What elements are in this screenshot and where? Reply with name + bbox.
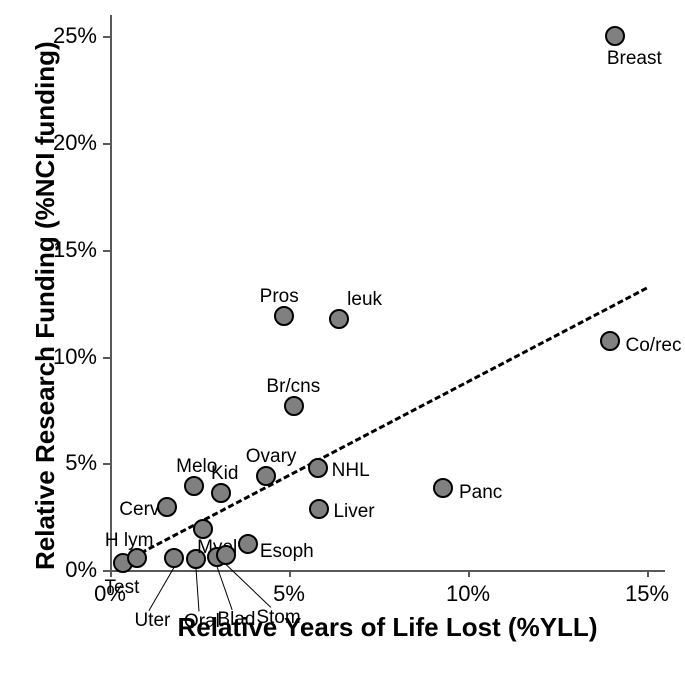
data-point	[309, 499, 329, 519]
y-tick	[103, 36, 110, 38]
callout-line	[149, 567, 175, 610]
data-point	[238, 534, 258, 554]
y-axis-line	[110, 15, 112, 570]
data-point	[164, 548, 184, 568]
data-point	[600, 331, 620, 351]
data-point-label: Pros	[260, 286, 299, 308]
x-tick	[289, 570, 291, 577]
data-point	[433, 478, 453, 498]
y-tick	[103, 250, 110, 252]
data-point-label: Cerv	[119, 499, 159, 521]
data-point-label: Br/cns	[266, 376, 320, 398]
callout-line	[217, 567, 233, 610]
data-point	[274, 306, 294, 326]
data-point	[193, 519, 213, 539]
y-tick	[103, 570, 110, 572]
data-point	[284, 396, 304, 416]
data-point	[329, 309, 349, 329]
data-point	[157, 497, 177, 517]
callout-line	[195, 569, 199, 612]
x-axis-line	[110, 570, 665, 572]
x-tick-label: 15%	[625, 581, 669, 607]
data-point	[211, 483, 231, 503]
scatter-chart: 0%5%10%15%20%25%0%5%10%15%TestH lymCervU…	[0, 0, 685, 674]
x-tick-label: 5%	[273, 581, 305, 607]
data-point-label: Esoph	[260, 541, 314, 563]
data-point-label: Co/rec	[626, 335, 682, 357]
data-point-label: Kid	[211, 463, 238, 485]
data-point-label: H lym	[105, 530, 154, 552]
y-tick	[103, 143, 110, 145]
y-axis-title: Relative Research Funding (%NCI funding)	[30, 41, 61, 570]
data-point-label: NHL	[332, 460, 370, 482]
x-tick	[647, 570, 649, 577]
data-point-label: Liver	[333, 501, 374, 523]
y-tick	[103, 463, 110, 465]
data-point	[256, 466, 276, 486]
data-point	[184, 476, 204, 496]
data-point-label: Panc	[459, 482, 502, 504]
data-point-label: Ovary	[246, 446, 297, 468]
data-point-label: Test	[105, 577, 140, 599]
data-point	[308, 458, 328, 478]
data-point-label: leuk	[347, 289, 382, 311]
data-point-label: Breast	[607, 48, 662, 70]
x-tick-label: 10%	[446, 581, 490, 607]
data-point	[216, 545, 236, 565]
x-tick	[468, 570, 470, 577]
x-axis-title: Relative Years of Life Lost (%YLL)	[110, 612, 665, 643]
data-point	[605, 26, 625, 46]
y-tick	[103, 357, 110, 359]
